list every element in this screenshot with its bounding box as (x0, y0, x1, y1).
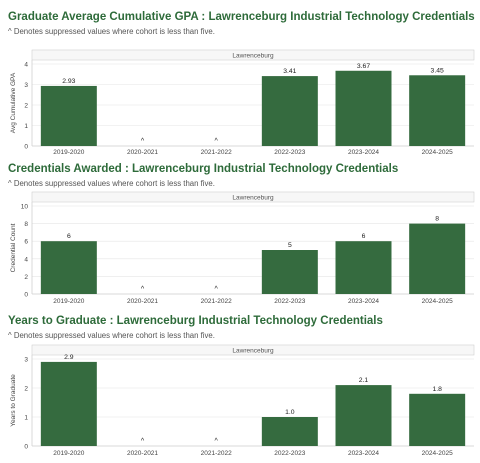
x-tick-label: 2024-2025 (422, 450, 453, 457)
x-tick-label: 2023-2024 (348, 149, 379, 156)
data-label: ^ (141, 286, 145, 293)
data-label: 1.8 (432, 386, 442, 393)
data-label: 8 (435, 216, 439, 223)
y-tick-label: 2 (24, 103, 28, 110)
bar (409, 223, 466, 294)
x-tick-label: 2022-2023 (274, 149, 305, 156)
chart-credentials-plot: Lawrenceburg 0 2 4 6 8 10 Credential Count 6 2019… (10, 191, 475, 305)
bar (40, 85, 97, 146)
y-tick-label: 2 (24, 274, 28, 281)
y-axis-label: Avg Cumulative GPA (10, 72, 17, 133)
data-label: 2.9 (64, 354, 74, 361)
panel-header-label: Lawrenceburg (232, 53, 274, 60)
y-tick-label: 8 (24, 221, 28, 228)
x-tick-label: 2024-2025 (422, 298, 453, 305)
x-tick-label: 2023-2024 (348, 298, 379, 305)
x-tick-label: 2021-2022 (201, 149, 232, 156)
bar (40, 361, 97, 446)
y-tick-label: 6 (24, 239, 28, 246)
chart-subtitle: ^ Denotes suppressed values where cohort… (8, 27, 215, 36)
x-tick-label: 2020-2021 (127, 149, 158, 156)
data-label: ^ (215, 286, 219, 293)
y-tick-label: 3 (24, 357, 28, 364)
chart-gpa: Graduate Average Cumulative GPA : Lawren… (0, 0, 480, 156)
data-label: 3.45 (431, 67, 444, 74)
y-tick-label: 10 (21, 204, 29, 211)
panel-header-box (31, 191, 475, 203)
chart-title: Graduate Average Cumulative GPA : Lawren… (8, 11, 475, 23)
x-tick-label: 2020-2021 (127, 298, 158, 305)
data-label: 3.67 (357, 63, 370, 70)
x-tick-label: 2020-2021 (127, 450, 158, 457)
x-tick-label: 2022-2023 (274, 298, 305, 305)
chart-gpa-plot: Lawrenceburg 0 1 2 3 4 Avg Cumulative GPA 2.93 2… (10, 49, 475, 156)
y-tick-label: 4 (24, 62, 28, 69)
bar (335, 241, 392, 294)
y-axis-label: Credential Count (10, 223, 17, 272)
x-tick-label: 2021-2022 (201, 298, 232, 305)
y-tick-label: 3 (24, 82, 28, 89)
chart-subtitle: ^ Denotes suppressed values where cohort… (8, 331, 215, 340)
y-tick-label: 2 (24, 386, 28, 393)
chart-subtitle: ^ Denotes suppressed values where cohort… (8, 179, 215, 188)
chart-title: Credentials Awarded : Lawrenceburg Indus… (8, 163, 399, 175)
data-label: ^ (141, 438, 145, 445)
y-axis-label: Years to Graduate (10, 374, 17, 427)
data-label: 2.1 (359, 377, 369, 384)
y-tick-label: 1 (24, 123, 28, 130)
y-tick-label: 4 (24, 256, 28, 263)
x-tick-label: 2021-2022 (201, 450, 232, 457)
bar (409, 75, 466, 146)
data-label: 1.0 (285, 409, 295, 416)
data-label: 2.93 (62, 78, 75, 85)
y-tick-label: 0 (24, 144, 28, 151)
x-tick-label: 2019-2020 (53, 298, 84, 305)
data-label: ^ (215, 438, 219, 445)
x-tick-label: 2024-2025 (422, 149, 453, 156)
data-label: ^ (141, 138, 145, 145)
panel-header-box (31, 344, 475, 356)
x-tick-label: 2019-2020 (53, 450, 84, 457)
data-label: 5 (288, 242, 292, 249)
data-label: 3.41 (283, 68, 296, 75)
panel-header-label: Lawrenceburg (232, 195, 274, 202)
chart-credentials: Credentials Awarded : Lawrenceburg Indus… (8, 163, 475, 305)
x-tick-label: 2023-2024 (348, 450, 379, 457)
chart-title: Years to Graduate : Lawrenceburg Industr… (8, 315, 383, 327)
bar (261, 76, 318, 146)
panel-header-box (31, 49, 475, 61)
y-tick-label: 1 (24, 415, 28, 422)
x-tick-label: 2019-2020 (53, 149, 84, 156)
data-label: 6 (362, 233, 366, 240)
data-label: 6 (67, 233, 71, 240)
bar (261, 250, 318, 294)
data-label: ^ (215, 138, 219, 145)
y-tick-label: 0 (24, 292, 28, 299)
bar (409, 393, 466, 446)
panel-header-label: Lawrenceburg (232, 348, 274, 355)
bar (335, 385, 392, 446)
y-tick-label: 0 (24, 444, 28, 451)
x-tick-label: 2022-2023 (274, 450, 305, 457)
bar (40, 241, 97, 294)
bar (335, 70, 392, 146)
bar (261, 417, 318, 446)
